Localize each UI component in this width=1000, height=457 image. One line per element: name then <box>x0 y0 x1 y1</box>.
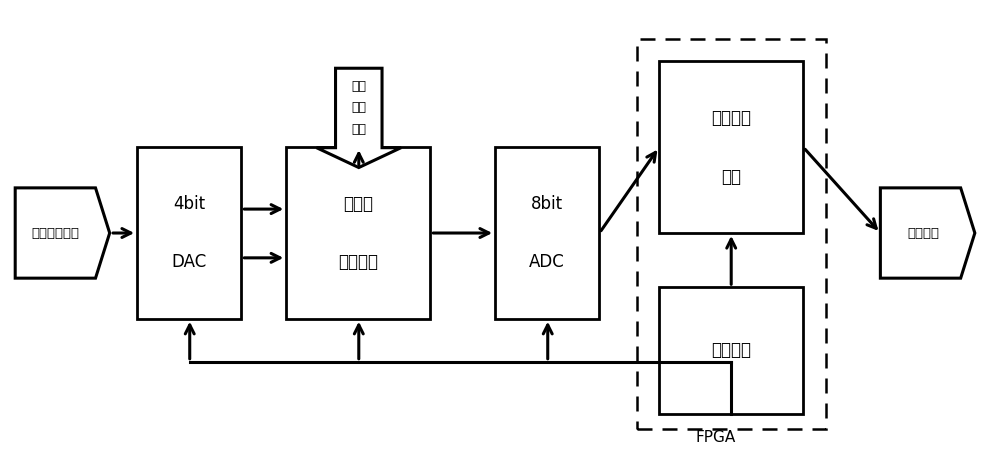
Polygon shape <box>15 188 110 278</box>
Text: 数字权重输入: 数字权重输入 <box>31 227 79 239</box>
Text: 突触电路: 突触电路 <box>338 253 378 271</box>
Text: ADC: ADC <box>529 253 565 271</box>
FancyBboxPatch shape <box>137 147 241 319</box>
Text: 神经元: 神经元 <box>343 195 373 213</box>
Polygon shape <box>317 68 401 168</box>
Text: 数字输出: 数字输出 <box>907 227 939 239</box>
Text: 信号: 信号 <box>351 101 366 114</box>
FancyBboxPatch shape <box>495 147 599 319</box>
Text: 数字: 数字 <box>351 80 366 93</box>
Text: DAC: DAC <box>172 253 207 271</box>
Text: 4bit: 4bit <box>173 195 205 213</box>
Text: 电路: 电路 <box>721 168 741 186</box>
Text: 输入: 输入 <box>351 123 366 136</box>
Text: 8bit: 8bit <box>531 195 563 213</box>
Text: FPGA: FPGA <box>696 430 736 445</box>
Text: 激活函数: 激活函数 <box>711 109 751 127</box>
FancyBboxPatch shape <box>659 287 803 414</box>
FancyBboxPatch shape <box>286 147 430 319</box>
Text: 时序电路: 时序电路 <box>711 341 751 359</box>
FancyBboxPatch shape <box>659 61 803 233</box>
Polygon shape <box>880 188 975 278</box>
